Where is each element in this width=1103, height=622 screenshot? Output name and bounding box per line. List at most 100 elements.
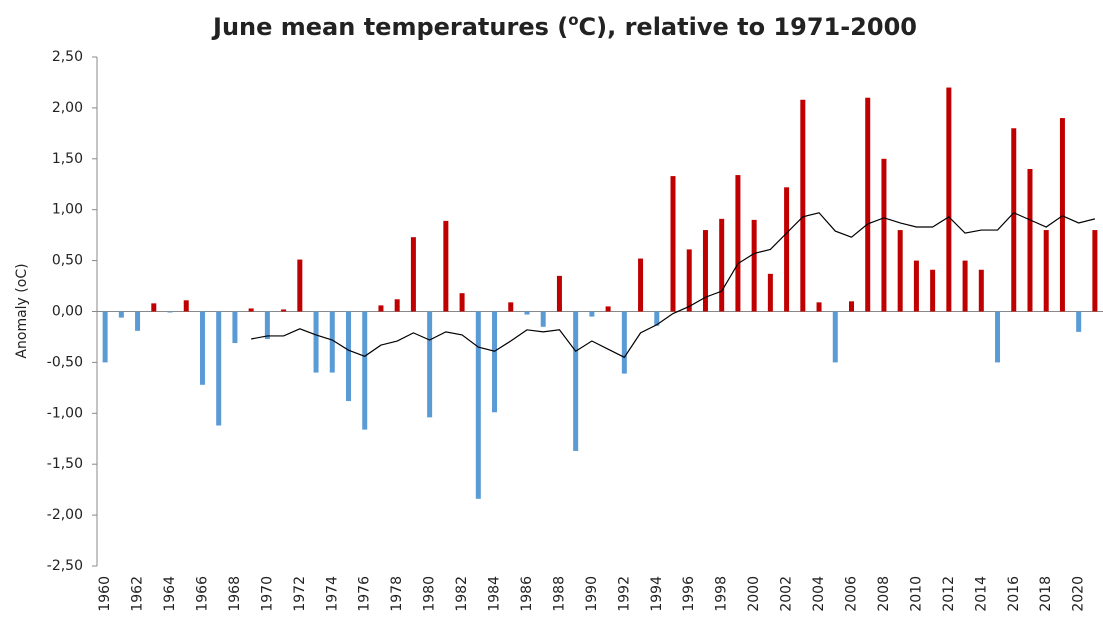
x-tick-label: 1998: [714, 576, 730, 612]
x-tick-label: 2018: [1038, 576, 1054, 612]
bar: [313, 311, 319, 373]
y-tick-label: -2,50: [47, 558, 83, 574]
bar: [1059, 118, 1065, 312]
bar: [816, 302, 822, 312]
y-tick-label: 0,00: [52, 304, 83, 320]
y-tick-label: 1,50: [52, 151, 83, 167]
y-tick-label: -0,50: [47, 354, 83, 370]
bar: [524, 311, 530, 315]
bar: [329, 311, 335, 373]
bar: [264, 311, 270, 339]
bar: [638, 258, 644, 312]
bar: [443, 220, 449, 312]
bar: [686, 249, 692, 312]
bar: [248, 308, 254, 312]
trend-line: [251, 212, 1096, 359]
bar: [995, 311, 1001, 363]
bar: [492, 311, 498, 413]
bar: [297, 259, 303, 312]
x-tick-label: 1976: [357, 576, 373, 612]
x-tick-label: 1964: [162, 576, 178, 612]
y-tick-label: 0,50: [52, 253, 83, 269]
bar: [1027, 168, 1033, 312]
bar: [865, 97, 871, 312]
bar: [735, 175, 741, 312]
title-part: C), relative to 1971-2000: [579, 13, 917, 41]
bar: [719, 218, 725, 312]
bar: [767, 273, 773, 312]
x-tick-label: 1962: [130, 576, 146, 612]
bar: [508, 302, 514, 312]
bar: [232, 311, 238, 344]
bar: [459, 293, 465, 312]
x-tick-label: 1990: [584, 576, 600, 612]
bar: [881, 158, 887, 312]
x-tick-label: 1974: [324, 576, 340, 612]
bar: [135, 311, 141, 331]
bar: [151, 303, 157, 312]
bar: [962, 260, 968, 312]
x-tick-label: 2002: [779, 576, 795, 612]
bar: [102, 311, 108, 363]
x-tick-label: 1968: [227, 576, 243, 612]
bar: [540, 311, 546, 327]
x-tick-label: 2004: [811, 576, 827, 612]
x-tick-label: 1986: [519, 576, 535, 612]
x-tick-label: 2014: [973, 576, 989, 612]
bar: [670, 176, 676, 312]
x-tick-label: 2008: [876, 576, 892, 612]
x-tick-label: 2016: [1006, 576, 1022, 612]
bar: [216, 311, 222, 426]
y-tick-label: 2,50: [52, 49, 83, 65]
title-part: June mean temperatures (: [211, 13, 568, 41]
y-tick-label: 2,00: [52, 100, 83, 116]
bar: [427, 311, 433, 418]
y-tick-label: -1,00: [47, 405, 83, 421]
bar: [281, 309, 287, 312]
x-tick-label: 1972: [292, 576, 308, 612]
bar: [913, 260, 919, 312]
bar: [475, 311, 481, 499]
bar: [573, 311, 579, 451]
y-tick-label: -1,50: [47, 456, 83, 472]
bar: [589, 311, 595, 317]
bar: [605, 306, 611, 312]
x-tick-label: 1984: [487, 576, 503, 612]
x-tick-label: 1960: [97, 576, 113, 612]
bar: [800, 99, 806, 312]
bar: [1043, 230, 1049, 312]
bar: [1092, 230, 1098, 312]
bar: [702, 230, 708, 312]
x-tick-label: 2010: [908, 576, 924, 612]
x-tick-label: 2000: [746, 576, 762, 612]
x-tick-label: 1966: [194, 576, 210, 612]
bar: [410, 237, 416, 312]
x-tick-label: 1980: [422, 576, 438, 612]
bar: [199, 311, 205, 385]
bar: [897, 230, 903, 312]
title-superscript: o: [568, 11, 578, 29]
bar: [751, 219, 757, 312]
bar: [183, 300, 189, 312]
y-tick-label: 1,00: [52, 202, 83, 218]
x-tick-label: 2006: [844, 576, 860, 612]
y-tick-label: -2,00: [47, 507, 83, 523]
bar: [930, 269, 936, 312]
bar: [556, 275, 562, 312]
chart-title: June mean temperatures (oC), relative to…: [211, 11, 917, 42]
x-tick-label: 1996: [681, 576, 697, 612]
bar: [167, 311, 173, 313]
bar: [362, 311, 368, 430]
x-tick-label: 1970: [259, 576, 275, 612]
bar: [946, 87, 952, 312]
bar: [394, 299, 400, 312]
x-tick-label: 2020: [1071, 576, 1087, 612]
x-tick-label: 1982: [454, 576, 470, 612]
bar: [654, 311, 660, 326]
bar: [346, 311, 351, 402]
bar: [832, 311, 838, 363]
x-tick-label: 1988: [551, 576, 567, 612]
y-axis-label: Anomaly (oC): [14, 263, 30, 358]
